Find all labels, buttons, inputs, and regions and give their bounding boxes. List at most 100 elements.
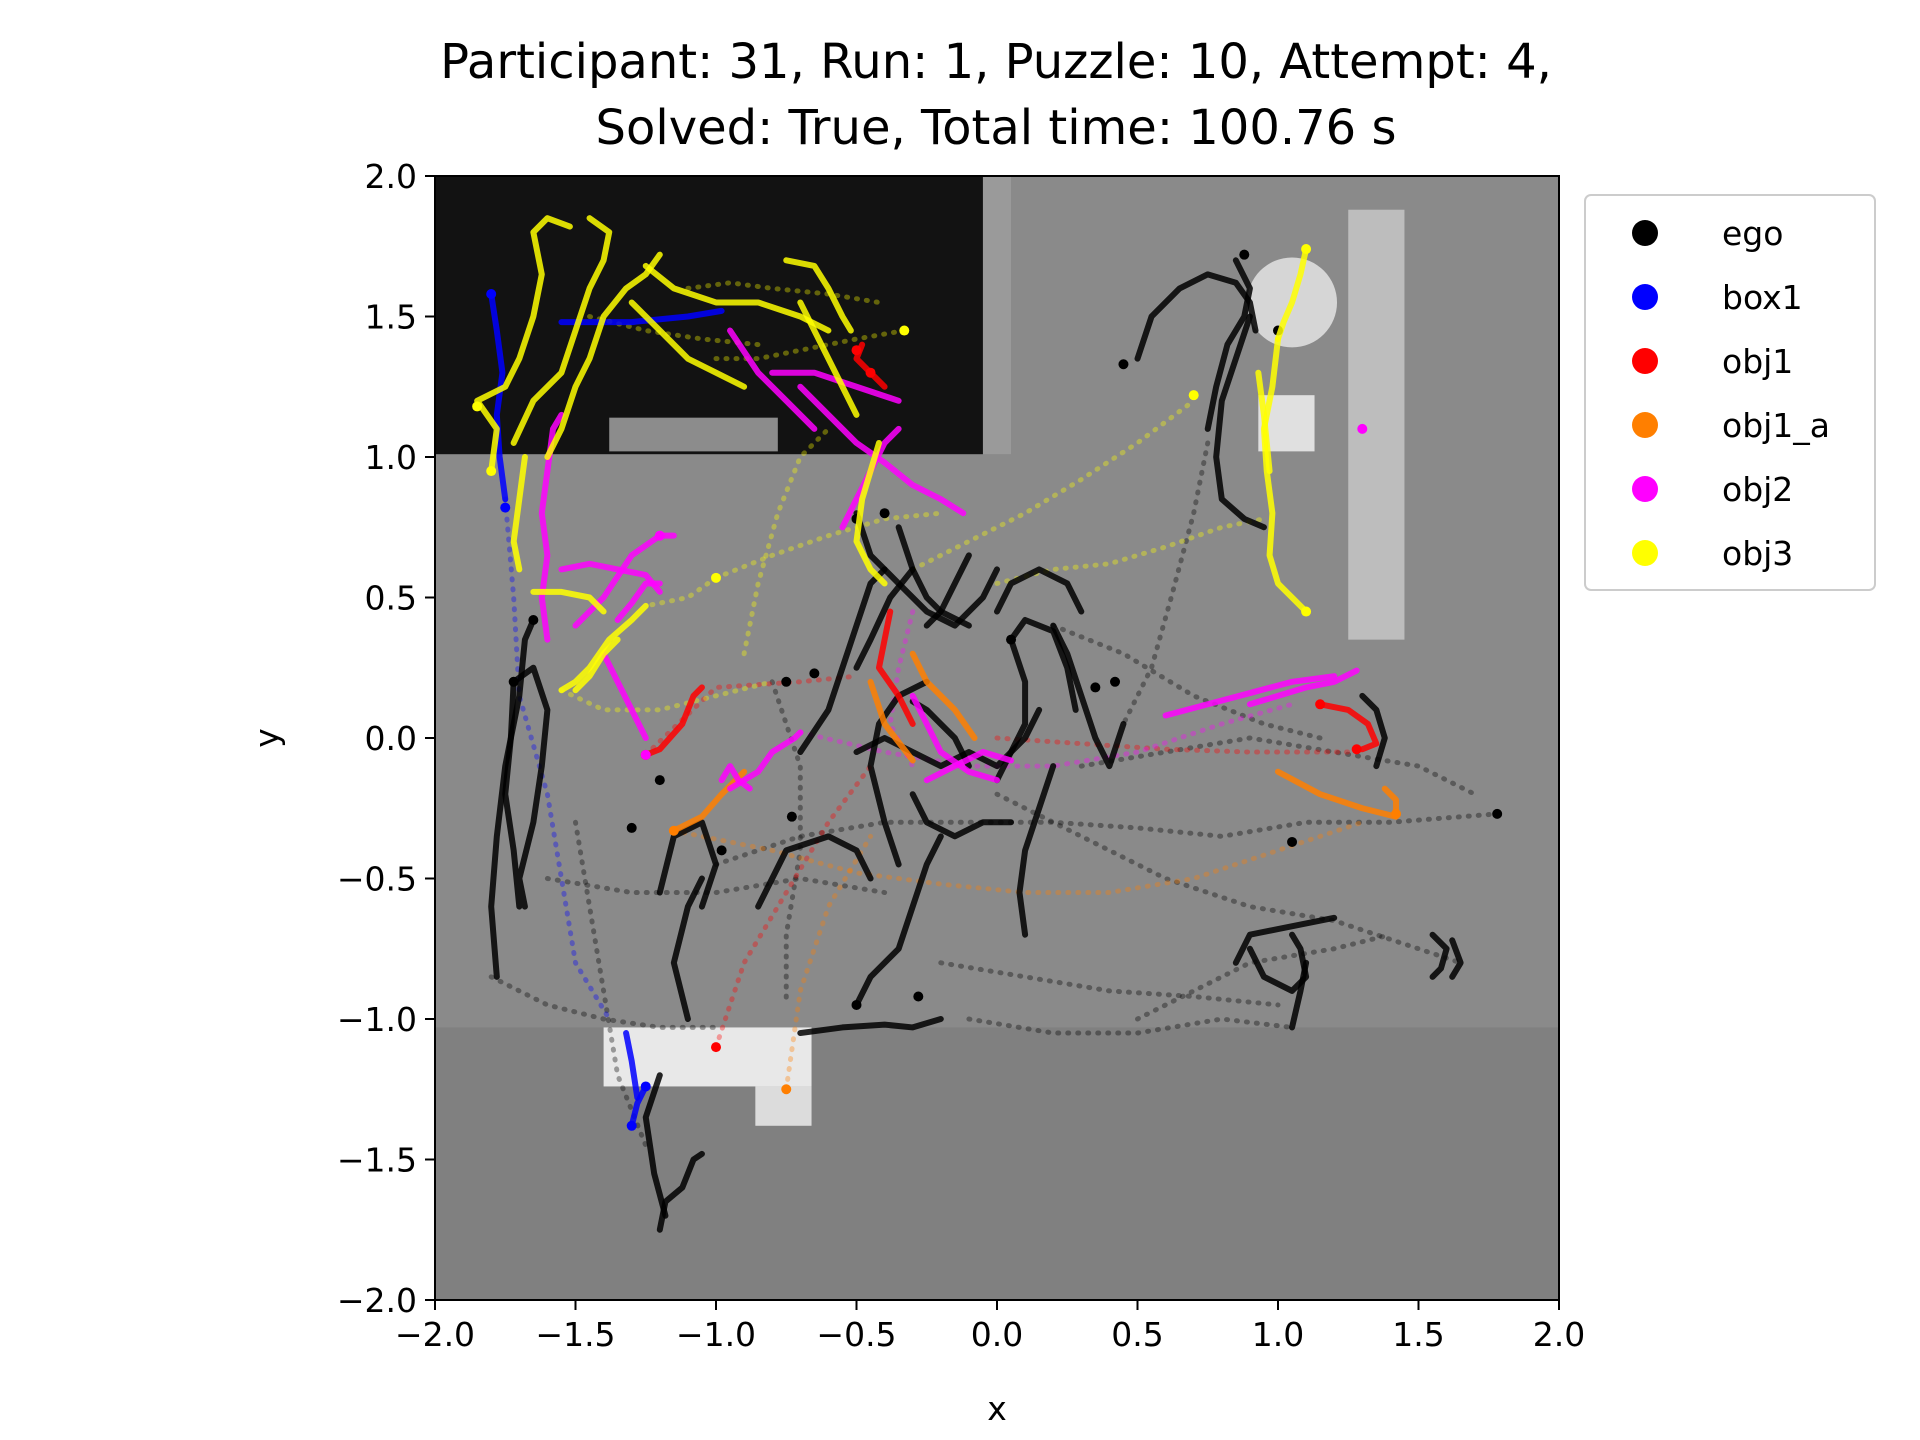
obj1-faint-path-2 xyxy=(994,735,1360,755)
x-tick-label: −0.5 xyxy=(816,1315,896,1354)
x-tick-label: 1.5 xyxy=(1392,1315,1444,1354)
obj3-point-6 xyxy=(1188,390,1199,401)
ego-point-6 xyxy=(626,822,637,833)
obj1-path-0 xyxy=(642,684,705,758)
obj2-point-0 xyxy=(1357,423,1368,434)
title-line-1: Participant: 31, Run: 1, Puzzle: 10, Att… xyxy=(440,34,1552,90)
obj3-point-1 xyxy=(472,401,483,412)
obj3-faint-path-6 xyxy=(685,280,882,305)
legend: ego box1 obj1 obj1_a obj2 obj3 xyxy=(1584,194,1876,591)
obj3-path-12 xyxy=(1275,246,1310,342)
y-tick-label: 1.0 xyxy=(365,438,417,477)
ego-path-20 xyxy=(1289,959,1310,1031)
obj3-point-4 xyxy=(1301,606,1312,617)
ego-point-11 xyxy=(1287,836,1298,847)
x-tick-label: 2.0 xyxy=(1533,1315,1585,1354)
x-tick-label: 1.0 xyxy=(1252,1315,1304,1354)
obj1_a-path-3 xyxy=(867,678,916,764)
obj3-point-0 xyxy=(486,466,497,477)
region-low-bench xyxy=(609,417,778,452)
obj3-path-14 xyxy=(1255,369,1273,475)
ego-point-15 xyxy=(1118,359,1129,370)
ego-path-29 xyxy=(923,552,972,629)
region-pillar xyxy=(982,176,1012,455)
obj3-faint-path-3 xyxy=(910,398,1197,572)
ego-point-8 xyxy=(913,991,924,1002)
obj3-path-6 xyxy=(572,636,621,694)
obj1_a-faint-path-0 xyxy=(671,819,1365,896)
ego-faint-path-8 xyxy=(1120,440,1211,727)
ego-point-5 xyxy=(786,811,797,822)
obj2-path-4 xyxy=(600,650,649,741)
ego-path-6 xyxy=(755,833,874,910)
trajectories xyxy=(472,215,1503,1233)
obj3-path-11 xyxy=(853,439,888,587)
obj1_a-point-1 xyxy=(668,825,679,836)
obj1-faint-path-1 xyxy=(713,763,874,1050)
obj1_a-path-2 xyxy=(909,650,978,741)
y-axis-label: y xyxy=(247,728,286,748)
obj3-faint-path-4 xyxy=(741,426,831,657)
obj3-faint-path-0 xyxy=(558,679,775,713)
box1-path-1 xyxy=(558,307,725,326)
obj1-point-5 xyxy=(865,367,876,378)
box1-path-0 xyxy=(488,291,509,503)
obj3-path-10 xyxy=(797,299,860,418)
box1-point-0 xyxy=(626,1120,637,1131)
ego-point-2 xyxy=(781,676,792,687)
ego-path-12 xyxy=(853,566,916,671)
ego-path-27 xyxy=(867,678,930,868)
obj1_a-point-0 xyxy=(781,1084,792,1095)
obj3-path-8 xyxy=(628,299,748,390)
ego-path-26 xyxy=(1213,313,1267,531)
ego-path-23 xyxy=(1359,692,1388,770)
ego-faint-path-5 xyxy=(1135,932,1393,1022)
obj2-path-9 xyxy=(769,369,902,404)
ego-path-13 xyxy=(909,698,972,770)
obj1-path-3 xyxy=(875,608,916,727)
ego-path-0 xyxy=(502,664,551,910)
box1-point-2 xyxy=(500,502,511,513)
obj1-point-4 xyxy=(851,345,862,356)
legend-label-obj3: obj3 xyxy=(1722,534,1793,573)
chart-title: Participant: 31, Run: 1, Puzzle: 10, Att… xyxy=(440,34,1552,156)
legend-label-obj2: obj2 xyxy=(1722,470,1793,509)
x-axis-ticks: −2.0 −1.5 −1.0 −0.5 0.0 0.5 1.0 1.5 2.0 xyxy=(395,1300,1585,1354)
obj2-path-0 xyxy=(538,411,565,643)
y-tick-label: −1.5 xyxy=(337,1141,417,1180)
x-tick-label: −1.0 xyxy=(676,1315,756,1354)
obj3-faint-path-5 xyxy=(713,328,907,362)
x-tick-label: −1.5 xyxy=(535,1315,615,1354)
obj3-faint-path-1 xyxy=(713,510,944,581)
ego-point-17 xyxy=(1239,249,1250,260)
ego-faint-path-0 xyxy=(488,974,719,1030)
title-line-2: Solved: True, Total time: 100.76 s xyxy=(596,100,1397,156)
obj1_a-point-2 xyxy=(1391,808,1402,819)
ego-path-25 xyxy=(1204,257,1253,432)
y-tick-label: 1.5 xyxy=(365,298,417,337)
ego-path-9 xyxy=(895,524,972,629)
y-tick-label: 0.0 xyxy=(365,719,417,758)
obj3-path-13 xyxy=(1260,335,1310,615)
legend-marker-box1 xyxy=(1632,284,1658,310)
ego-path-21 xyxy=(1429,931,1450,980)
ego-path-11 xyxy=(1050,622,1127,770)
ego-path-15 xyxy=(797,1016,944,1037)
obj2-path-11 xyxy=(909,692,1000,784)
ego-faint-path-4 xyxy=(938,960,1281,1008)
ego-path-17 xyxy=(1016,763,1057,938)
x-tick-label: −2.0 xyxy=(395,1315,475,1354)
ego-point-14 xyxy=(1006,634,1017,645)
obj2-path-14 xyxy=(923,749,1015,784)
obj2-point-2 xyxy=(654,530,665,541)
ego-path-7 xyxy=(797,566,888,756)
obj3-point-2 xyxy=(711,572,721,583)
ego-path-1 xyxy=(488,616,537,980)
y-tick-label: 0.5 xyxy=(365,579,417,618)
y-tick-label: 2.0 xyxy=(365,157,417,196)
region-table xyxy=(603,1027,812,1087)
ego-path-30 xyxy=(994,566,1085,615)
obj1-path-1 xyxy=(1317,701,1380,753)
box1-point-1 xyxy=(640,1081,651,1092)
